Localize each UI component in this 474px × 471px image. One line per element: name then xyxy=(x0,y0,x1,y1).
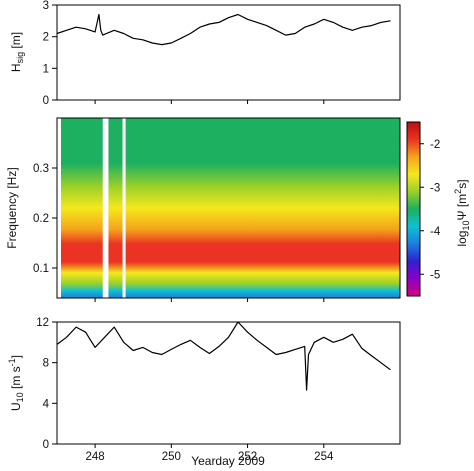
top-panel-frame xyxy=(56,4,401,101)
y-tick-label: 0.1 xyxy=(33,263,49,275)
colorbar-tick-label: -2 xyxy=(430,139,440,151)
y-tick-label: 3 xyxy=(43,0,49,12)
top-panel: 0 1 2 3 Hsig [m] xyxy=(9,0,401,107)
colorbar-ticks: -2 -3 -4 -5 xyxy=(420,139,441,281)
middle-panel-frame xyxy=(56,117,401,299)
colorbar-label-suffix: Ψ [m xyxy=(455,194,469,221)
middle-panel: 0.1 0.2 0.3 Frequency [Hz] -2 -3 -4 -5 log10Ψ… xyxy=(5,117,471,299)
bottom-y-label-main: U xyxy=(9,402,23,411)
colorbar-label: log10Ψ [m2s] xyxy=(453,179,471,246)
y-tick-label: 2 xyxy=(43,32,49,44)
y-tick-label: 0 xyxy=(43,439,49,451)
bottom-y-ticks: 0 4 8 12 xyxy=(36,317,57,451)
x-tick-label: 250 xyxy=(162,451,181,463)
top-y-label-main: H xyxy=(9,63,23,72)
bottom-y-label-sup: -1 xyxy=(7,358,17,366)
data-gaps xyxy=(57,118,126,298)
top-series-line xyxy=(56,13,391,46)
bottom-panel: 0 4 8 12 248 250 252 254 U10 [m s-1] Yearday 2… xyxy=(7,100,401,468)
colorbar-label-sup: 2 xyxy=(453,189,463,194)
x-tick-label: 248 xyxy=(86,451,105,463)
bottom-y-axis-label: U10 [m s-1] xyxy=(7,355,25,411)
bottom-series-line xyxy=(56,321,391,391)
y-tick-label: 1 xyxy=(43,63,49,75)
y-tick-label: 0 xyxy=(43,95,49,107)
data-gap xyxy=(57,118,61,298)
y-tick-label: 4 xyxy=(43,398,50,410)
bottom-panel-frame xyxy=(56,321,401,445)
bottom-y-label-end: ] xyxy=(9,355,23,358)
middle-y-ticks: 0.1 0.2 0.3 xyxy=(33,163,57,275)
x-axis-label: Yearday 2009 xyxy=(191,454,265,468)
bottom-y-label-sub: 10 xyxy=(15,392,25,402)
data-gap xyxy=(122,118,126,298)
colorbar-tick-label: -3 xyxy=(430,182,440,194)
colorbar xyxy=(406,121,421,297)
top-y-axis-label: Hsig [m] xyxy=(9,32,25,72)
colorbar-label-prefix: log xyxy=(455,231,469,247)
data-gap xyxy=(102,118,109,298)
x-tick-label: 254 xyxy=(314,451,334,463)
colorbar-tick-label: -5 xyxy=(430,269,440,281)
colorbar-label-end: s] xyxy=(455,179,469,188)
spectrogram-heatmap xyxy=(57,118,400,298)
top-y-label-sub: sig xyxy=(15,52,25,64)
y-tick-label: 0.2 xyxy=(33,213,49,225)
top-y-label-unit: [m] xyxy=(9,32,23,52)
y-tick-label: 8 xyxy=(43,358,49,370)
bottom-x-ticks: 248 250 252 254 xyxy=(86,100,334,463)
x-tick-label: 252 xyxy=(238,451,257,463)
y-tick-label: 0.3 xyxy=(33,163,49,175)
colorbar-tick-label: -4 xyxy=(430,226,441,238)
colorbar-label-sub: 10 xyxy=(461,221,471,231)
bottom-y-label-unit: [m s xyxy=(9,366,23,392)
middle-y-axis-label: Frequency [Hz] xyxy=(5,167,19,248)
y-tick-label: 12 xyxy=(36,317,49,329)
top-y-ticks: 0 1 2 3 xyxy=(43,0,57,107)
